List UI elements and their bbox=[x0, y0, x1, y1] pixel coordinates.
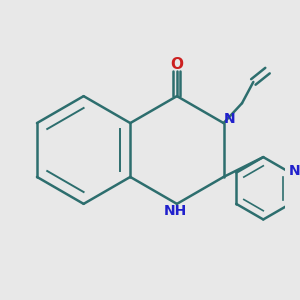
Text: N: N bbox=[224, 112, 235, 126]
Text: NH: NH bbox=[164, 204, 187, 218]
Text: O: O bbox=[170, 57, 183, 72]
Text: N: N bbox=[289, 164, 300, 178]
